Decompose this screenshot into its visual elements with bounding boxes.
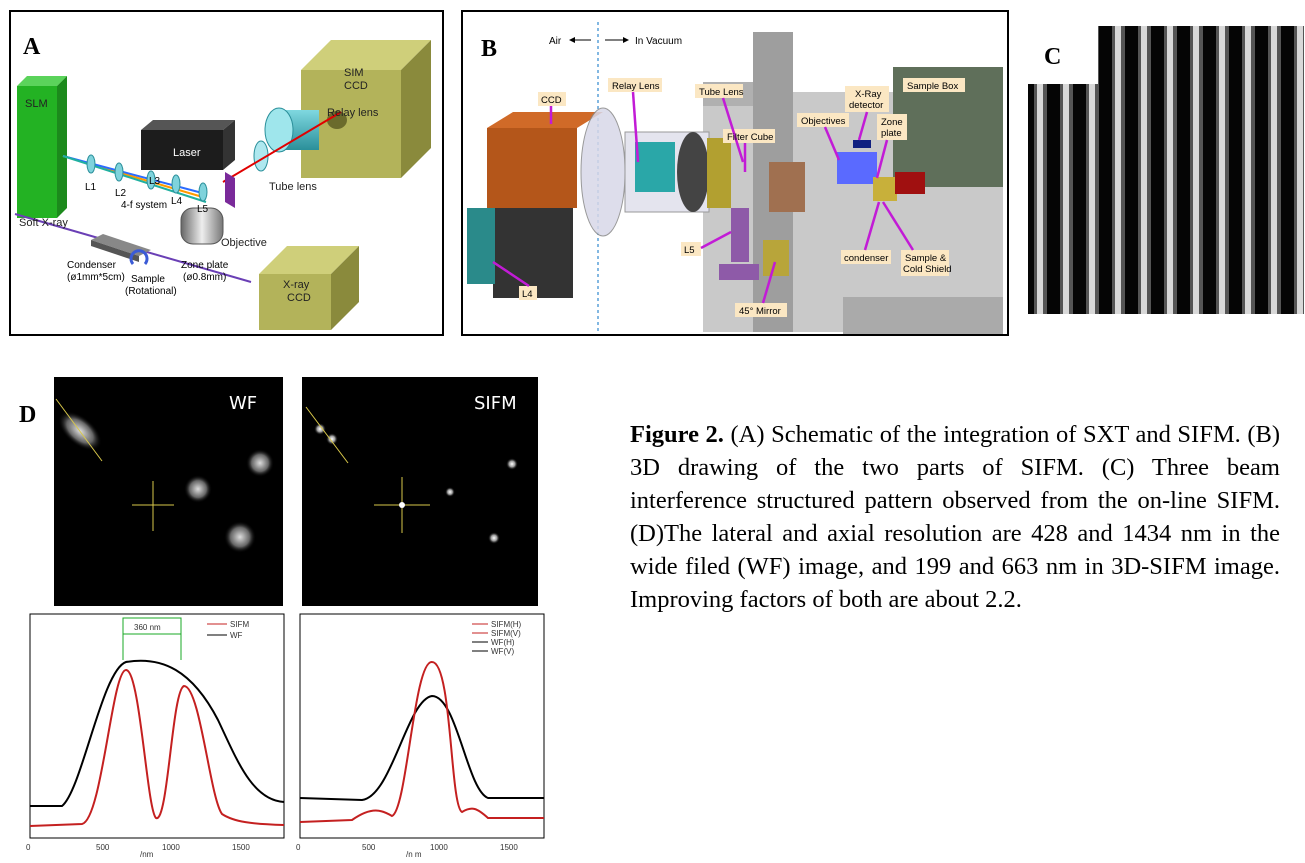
panel-a-schematic: SLM Laser SIM CCD Relay lens Tube lens O… <box>14 40 431 330</box>
condenser-label-1: Condenser <box>67 260 117 271</box>
panel-c: C <box>1028 26 1304 314</box>
legend-right-0: SIFM(H) <box>491 620 522 629</box>
plot-frame-left <box>29 613 285 839</box>
sample-label-2: (Rotational) <box>125 286 177 297</box>
xray-ccd-box <box>259 274 331 330</box>
xray-tag-1: X-Ray <box>855 89 882 100</box>
interference-pattern <box>1028 26 1304 314</box>
panel-b-label: B <box>481 36 498 62</box>
caption-title: Figure 2. <box>630 421 724 448</box>
sifm-title: SIFM <box>474 393 517 414</box>
panel-b: Air In Vacuum CCD Relay Lens Tube Lens F… <box>461 10 1009 336</box>
relay-lens-body <box>635 142 675 192</box>
mirror <box>225 172 235 208</box>
profile-plot-right: SIFM(H) SIFM(V) WF(H) WF(V) 0 500 1000 1… <box>292 610 550 859</box>
panel-a-label: A <box>23 34 41 60</box>
xray-ccd-label-1: X-ray <box>283 279 310 291</box>
wf-title: WF <box>229 393 257 414</box>
xtick-right-0: 0 <box>296 843 301 852</box>
ccd-box <box>487 128 577 208</box>
panel-d-label: D <box>19 402 37 428</box>
resolution-marker: 360 nm <box>134 623 161 632</box>
xtick-left-3: 1500 <box>232 843 250 852</box>
condenser-tag: condenser <box>844 253 888 264</box>
l2-label: L2 <box>115 188 127 199</box>
xray-ccd-label-2: CCD <box>287 292 311 304</box>
b-arrows <box>492 91 915 304</box>
objectives-body <box>837 152 877 184</box>
wf-image: WF <box>54 377 283 606</box>
slm-box <box>17 86 57 218</box>
air-label: Air <box>549 36 562 47</box>
relay-lens-tag: Relay Lens <box>612 81 660 92</box>
slm-top <box>17 76 67 86</box>
xray-tag-2: detector <box>849 100 883 111</box>
zone-tag-1: Zone <box>881 117 903 128</box>
l1-label: L1 <box>85 182 97 193</box>
vacuum-label: In Vacuum <box>635 36 682 47</box>
xlabel-left: /nm <box>140 850 154 858</box>
four-f-label: 4-f system <box>121 200 167 211</box>
sample-tag-1: Sample & <box>905 253 947 264</box>
l3-label: L3 <box>149 176 161 187</box>
legend-right-1: SIFM(V) <box>491 629 521 638</box>
xtick-left-2: 1000 <box>162 843 180 852</box>
zone-tag-2: plate <box>881 128 902 139</box>
figure-caption: Figure 2. (A) Schematic of the integrati… <box>630 418 1280 616</box>
objective-label: Objective <box>221 237 267 249</box>
sim-ccd-label-1: SIM <box>344 67 364 79</box>
soft-xray-label: Soft X-ray <box>19 217 68 229</box>
xtick-right-2: 1000 <box>430 843 448 852</box>
plot-frame-right <box>299 613 545 839</box>
slm-label: SLM <box>25 98 48 110</box>
relay-lens-label: Relay lens <box>327 107 379 119</box>
objective <box>180 207 224 245</box>
panel-a: SLM Laser SIM CCD Relay lens Tube lens O… <box>9 10 444 336</box>
sim-ccd-label-2: CCD <box>344 80 368 92</box>
xtick-left-0: 0 <box>26 843 31 852</box>
l4-label: L4 <box>171 196 183 207</box>
wf-curve-right <box>299 694 544 802</box>
mirror-tag: 45° Mirror <box>739 306 781 317</box>
legend-right: SIFM(H) SIFM(V) WF(H) WF(V) <box>472 620 522 656</box>
l5-label: L5 <box>197 204 209 215</box>
lens-row <box>86 154 208 202</box>
legend-right-3: WF(V) <box>491 647 514 656</box>
tube-lens-tag: Tube Lens <box>699 87 744 98</box>
zone-plate-label-1: Zone plate <box>181 260 229 271</box>
l5-tag: L5 <box>684 245 695 256</box>
legend-left-1: WF <box>230 631 243 640</box>
profile-plot-left: 360 nm SIFM WF 0 500 1000 1500 /nm <box>22 610 290 859</box>
laser-label: Laser <box>173 147 201 159</box>
tube-lens-label: Tube lens <box>269 181 317 193</box>
legend-right-2: WF(H) <box>491 638 515 647</box>
sample-label-1: Sample <box>131 274 165 285</box>
sifm-image: SIFM <box>302 377 538 606</box>
xtick-left-1: 500 <box>96 843 110 852</box>
objectives-tag: Objectives <box>801 116 846 127</box>
zone-plate-label-2: (ø0.8mm) <box>183 272 226 283</box>
caption-body: (A) Schematic of the integration of SXT … <box>630 421 1280 613</box>
sifm-curve-right <box>299 660 544 823</box>
wf-curve <box>30 659 285 807</box>
laser-box <box>141 130 223 170</box>
panel-b-drawing: Air In Vacuum CCD Relay Lens Tube Lens F… <box>467 22 1003 334</box>
legend-left-0: SIFM <box>230 620 249 629</box>
condenser-label-2: (ø1mm*5cm) <box>67 272 125 283</box>
panel-c-label: C <box>1044 44 1062 70</box>
ccd-tag: CCD <box>541 95 562 106</box>
filter-cube-tag: Filter Cube <box>727 132 773 143</box>
sample-box-tag: Sample Box <box>907 81 958 92</box>
xlabel-right: /n m <box>406 850 422 858</box>
b-tags <box>519 78 965 317</box>
xtick-right-3: 1500 <box>500 843 518 852</box>
sample <box>129 249 149 265</box>
sifm-curve <box>29 668 285 827</box>
sample-tag-2: Cold Shield <box>903 264 952 275</box>
xtick-right-1: 500 <box>362 843 376 852</box>
l4-tag: L4 <box>522 289 533 300</box>
